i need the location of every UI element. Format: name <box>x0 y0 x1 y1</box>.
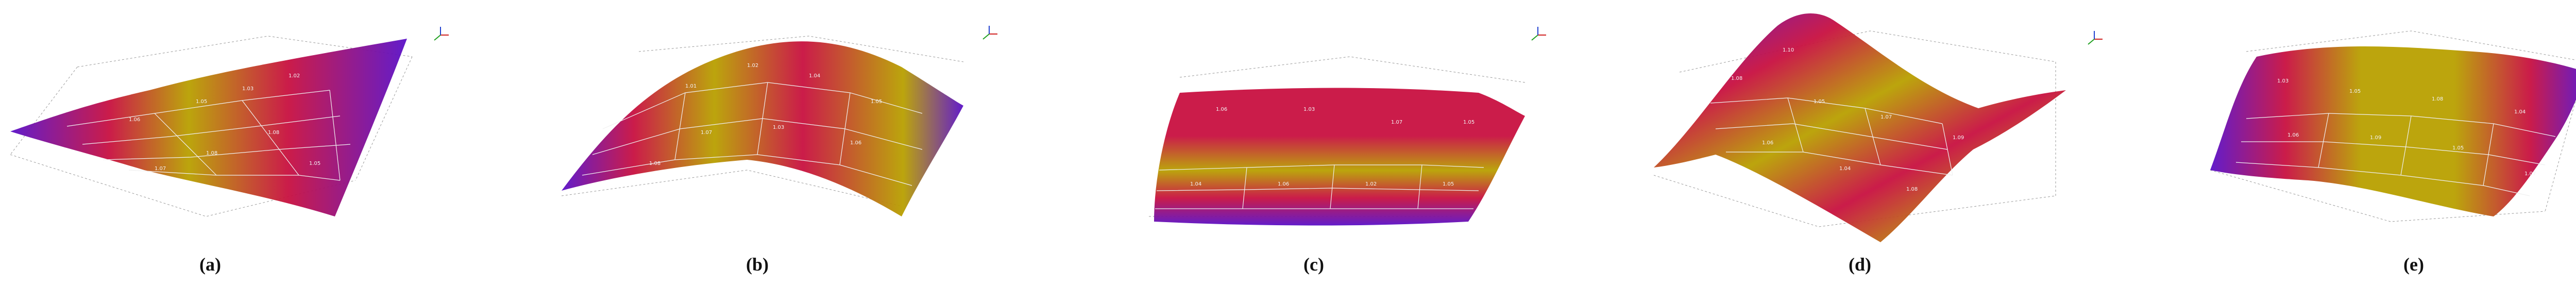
node-label: 1.07 <box>2524 171 2536 177</box>
surface-plot-a: 1.02 1.03 1.05 1.06 1.08 1.08 1.05 1.07 <box>10 36 413 217</box>
node-value-labels: 1.03 1.05 1.08 1.04 1.06 1.09 1.05 1.07 <box>2277 78 2536 177</box>
node-label: 1.05 <box>2349 89 2361 94</box>
node-label: 1.09 <box>1953 135 1964 141</box>
axis-triad-icon <box>2088 31 2103 45</box>
node-label: 1.03 <box>1303 107 1315 112</box>
panel-e: 1.03 1.05 1.08 1.04 1.06 1.09 1.05 1.07 … <box>2123 0 2576 285</box>
deformed-surface <box>10 39 407 216</box>
node-label: 1.06 <box>2287 132 2299 138</box>
node-value-labels: 1.06 1.03 1.07 1.05 1.04 1.06 1.02 1.05 <box>1190 107 1475 187</box>
node-label: 1.05 <box>196 99 207 105</box>
panel-label-d: (d) <box>1849 254 1871 275</box>
mesh-grid <box>1710 97 1953 176</box>
node-label: 1.08 <box>1731 76 1742 81</box>
mesh-grid <box>2235 113 2556 196</box>
node-label: 1.03 <box>773 125 784 130</box>
node-label: 1.05 <box>2452 145 2464 151</box>
node-label: 1.04 <box>1839 166 1851 172</box>
bounding-frame <box>1149 56 1526 217</box>
node-label: 1.04 <box>1190 181 1201 187</box>
surface-plot-c: 1.06 1.03 1.07 1.05 1.04 1.06 1.02 1.05 <box>1149 56 1526 226</box>
node-label: 1.07 <box>701 130 712 136</box>
node-label: 1.05 <box>1463 120 1475 125</box>
deformed-surface <box>562 41 963 216</box>
node-label: 1.02 <box>289 73 300 79</box>
node-label: 1.06 <box>850 140 861 146</box>
node-label: 1.10 <box>1783 47 1794 53</box>
node-label: 1.06 <box>129 117 140 123</box>
node-label: 1.04 <box>2514 109 2526 115</box>
node-label: 1.05 <box>1443 181 1454 187</box>
panel-b: 1.01 1.02 1.04 1.05 1.07 1.03 1.06 1.08 … <box>531 0 1061 285</box>
bounding-frame <box>1653 30 2056 227</box>
node-label: 1.06 <box>1762 140 1773 146</box>
node-label: 1.07 <box>1391 120 1402 125</box>
node-label: 1.02 <box>1365 181 1377 187</box>
panel-c: 1.06 1.03 1.07 1.05 1.04 1.06 1.02 1.05 … <box>1061 0 1592 285</box>
node-label: 1.08 <box>1906 187 1918 192</box>
deformed-surface <box>2210 46 2576 216</box>
node-value-labels: 1.02 1.03 1.05 1.06 1.08 1.08 1.05 1.07 <box>129 73 320 172</box>
node-label: 1.03 <box>2277 78 2289 84</box>
panel-a: 1.02 1.03 1.05 1.06 1.08 1.08 1.05 1.07 … <box>0 0 531 285</box>
node-label: 1.08 <box>206 150 217 156</box>
node-value-labels: 1.01 1.02 1.04 1.05 1.07 1.03 1.06 1.08 <box>649 63 882 166</box>
panel-d: 1.10 1.08 1.05 1.07 1.09 1.06 1.04 1.08 … <box>1592 0 2123 285</box>
panel-label-a: (a) <box>199 254 221 275</box>
node-label: 1.03 <box>242 86 253 92</box>
mesh-grid <box>66 90 351 181</box>
axis-triad-icon <box>982 26 997 40</box>
deformed-surface <box>1654 13 2066 243</box>
node-label: 1.06 <box>1216 107 1227 112</box>
surface-plot-b: 1.01 1.02 1.04 1.05 1.07 1.03 1.06 1.08 <box>561 36 964 216</box>
node-label: 1.04 <box>809 73 820 79</box>
node-label: 1.07 <box>1880 114 1892 120</box>
surface-plot-e: 1.03 1.05 1.08 1.04 1.06 1.09 1.05 1.07 <box>2210 30 2576 222</box>
node-label: 1.08 <box>2432 96 2443 102</box>
node-label: 1.08 <box>268 130 279 136</box>
axis-triad-icon <box>1531 27 1546 41</box>
axis-triad-icon <box>434 27 449 41</box>
node-label: 1.05 <box>309 161 320 166</box>
node-label: 1.08 <box>649 161 660 166</box>
node-label: 1.06 <box>1278 181 1289 187</box>
deformed-surface <box>1154 88 1525 226</box>
node-value-labels: 1.10 1.08 1.05 1.07 1.09 1.06 1.04 1.08 <box>1731 47 1964 192</box>
panel-label-c: (c) <box>1303 254 1324 275</box>
bounding-frame <box>561 36 964 207</box>
node-label: 1.05 <box>871 99 882 105</box>
node-label: 1.02 <box>747 63 758 69</box>
panel-label-e: (e) <box>2403 254 2424 275</box>
mesh-grid <box>1155 164 1484 209</box>
node-label: 1.09 <box>2370 135 2381 141</box>
bounding-frame <box>2210 30 2576 222</box>
node-label: 1.07 <box>155 166 166 172</box>
node-label: 1.05 <box>1814 99 1825 105</box>
surface-plot-d: 1.10 1.08 1.05 1.07 1.09 1.06 1.04 1.08 <box>1653 13 2066 243</box>
node-label: 1.01 <box>685 83 697 89</box>
panel-label-b: (b) <box>746 254 769 275</box>
mesh-grid <box>582 82 923 186</box>
